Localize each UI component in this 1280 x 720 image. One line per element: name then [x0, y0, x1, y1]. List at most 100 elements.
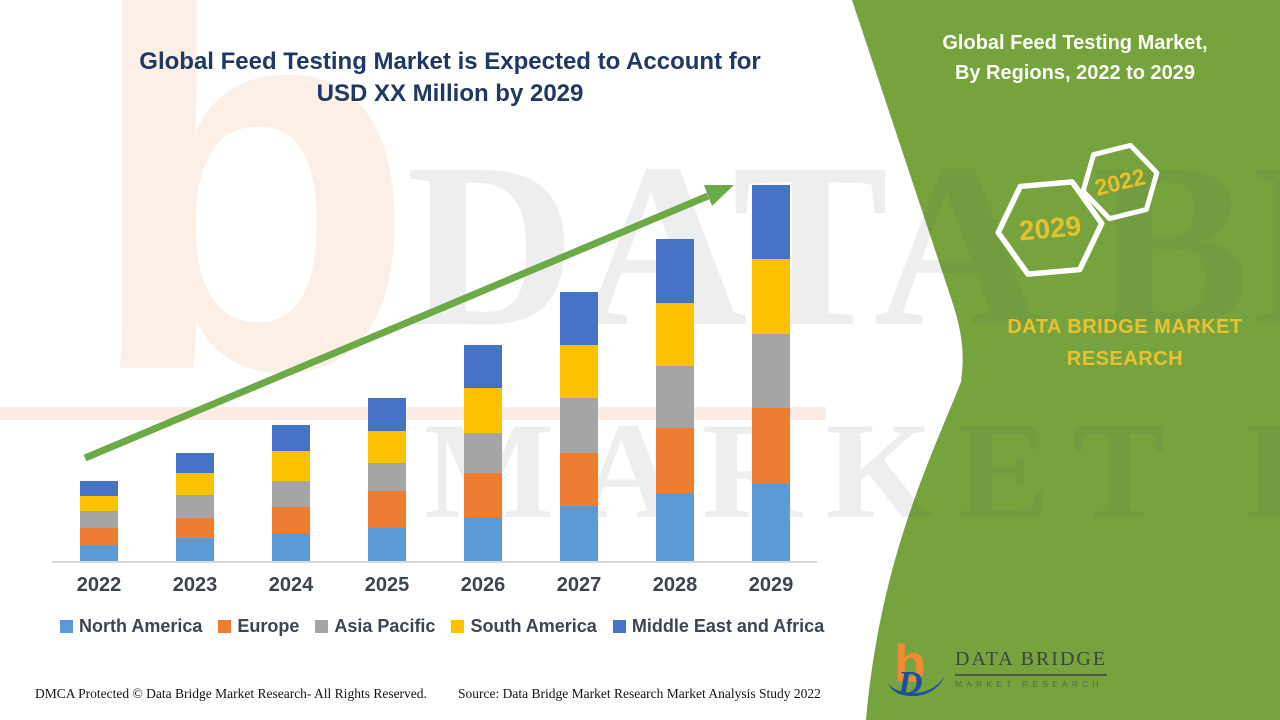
bar-segment-north-america: [752, 484, 790, 561]
legend-item-north-america: North America: [60, 616, 202, 637]
legend-label: South America: [470, 616, 597, 636]
bar-segment-europe: [272, 507, 310, 534]
chart-title-line2: USD XX Million by 2029: [316, 80, 584, 107]
legend-item-middle-east-and-africa: Middle East and Africa: [612, 616, 825, 637]
source-note: Source: Data Bridge Market Research Mark…: [458, 686, 821, 701]
brand-wordmark: DATA BRIDGE MARKET RESEARCH: [945, 311, 1280, 375]
bar-segment-north-america: [80, 545, 118, 561]
bar-segment-europe: [656, 428, 694, 493]
legend-label: Asia Pacific: [334, 616, 436, 636]
logo-text-block: DATA BRIDGE MARKET RESEARCH: [955, 648, 1108, 689]
stacked-bar-2029: [752, 185, 790, 561]
legend-item-europe: Europe: [218, 616, 299, 637]
x-axis-label-2022: 2022: [76, 574, 122, 596]
hexagon-2029-label: 2029: [1018, 210, 1083, 246]
dmca-notice: DMCA Protected © Data Bridge Market Rese…: [35, 686, 427, 701]
brand-line2: RESEARCH: [1066, 348, 1184, 370]
bar-segment-middle-east-and-africa: [656, 239, 694, 303]
bar-segment-europe: [80, 528, 118, 545]
hexagon-2029: 2029: [995, 179, 1105, 277]
side-panel-title: Global Feed Testing Market, By Regions, …: [895, 28, 1255, 88]
bar-segment-south-america: [464, 388, 502, 433]
x-axis-label-2024: 2024: [268, 574, 314, 596]
legend: North America Europe Asia Pacific South Ame…: [60, 616, 824, 637]
bar-segment-south-america: [272, 451, 310, 481]
bar-segment-south-america: [752, 259, 790, 334]
bar-segment-south-america: [176, 473, 214, 495]
bar-segment-europe: [752, 408, 790, 484]
x-axis-label-2029: 2029: [748, 574, 794, 596]
bar-segment-asia-pacific: [80, 511, 118, 528]
legend-swatch: [60, 620, 73, 633]
legend-item-south-america: South America: [451, 616, 597, 637]
legend-swatch: [315, 620, 329, 633]
stacked-bar-2025: [368, 398, 406, 561]
bar-segment-asia-pacific: [656, 366, 694, 428]
legend-swatch: [451, 620, 465, 633]
bar-segment-europe: [368, 491, 406, 528]
bar-segment-asia-pacific: [368, 463, 406, 491]
stacked-bar-2026: [464, 345, 502, 561]
bar-segment-south-america: [656, 303, 694, 366]
bar-segment-asia-pacific: [752, 334, 790, 408]
bar-segment-middle-east-and-africa: [752, 185, 790, 259]
side-panel-title-line1: Global Feed Testing Market,: [942, 32, 1208, 54]
stacked-bar-2027: [560, 292, 598, 561]
logo-d-glyph: D: [897, 665, 923, 699]
bar-segment-north-america: [656, 493, 694, 561]
logo-swoosh: [888, 676, 944, 697]
x-axis-line: [52, 561, 817, 563]
hexagon-2022-label: 2022: [1092, 163, 1148, 201]
legend-swatch: [218, 620, 232, 633]
side-panel-green-swoosh: [852, 0, 1280, 720]
bar-segment-north-america: [176, 538, 214, 561]
bar-segment-middle-east-and-africa: [560, 292, 598, 345]
legend-swatch: [612, 620, 626, 633]
bar-segment-south-america: [368, 431, 406, 463]
x-axis-label-2023: 2023: [172, 574, 218, 596]
stacked-bar-2028: [656, 239, 694, 561]
bar-segment-europe: [464, 473, 502, 518]
bar-segment-middle-east-and-africa: [464, 345, 502, 388]
bar-segment-north-america: [272, 534, 310, 561]
x-axis-label-2026: 2026: [460, 574, 506, 596]
bar-segment-asia-pacific: [560, 398, 598, 453]
bar-segment-south-america: [560, 345, 598, 398]
stacked-bar-2024: [272, 425, 310, 561]
logo-name: DATA BRIDGE: [955, 648, 1108, 676]
logo-b-glyph: b: [894, 637, 926, 693]
bar-segment-asia-pacific: [464, 433, 502, 473]
bar-segment-middle-east-and-africa: [80, 481, 118, 496]
brand-line1: DATA BRIDGE MARKET: [1007, 316, 1243, 338]
x-axis-label-2025: 2025: [364, 574, 410, 596]
year-hexagons: 2022 2029: [995, 142, 1160, 277]
side-panel-title-line2: By Regions, 2022 to 2029: [954, 62, 1196, 84]
bar-segment-south-america: [80, 496, 118, 511]
bar-segment-asia-pacific: [176, 495, 214, 518]
stacked-bar-2022: [80, 481, 118, 561]
x-axis-label-2027: 2027: [556, 574, 602, 596]
bar-segment-europe: [176, 518, 214, 538]
hexagon-2022: 2022: [1080, 142, 1160, 222]
bar-segment-north-america: [368, 528, 406, 561]
x-axis-label-2028: 2028: [652, 574, 698, 596]
legend-item-asia-pacific: Asia Pacific: [315, 616, 435, 637]
legend-label: Europe: [237, 616, 300, 636]
bar-segment-middle-east-and-africa: [368, 398, 406, 431]
data-bridge-logo: b D DATA BRIDGE MARKET RESEARCH: [886, 637, 1108, 699]
legend-label: Middle East and Africa: [631, 616, 825, 636]
chart-title: Global Feed Testing Market is Expected t…: [60, 46, 840, 110]
legend-label: North America: [79, 616, 203, 636]
bar-segment-north-america: [560, 506, 598, 561]
chart-title-line1: Global Feed Testing Market is Expected t…: [139, 48, 761, 75]
bar-segment-middle-east-and-africa: [272, 425, 310, 451]
bar-segment-middle-east-and-africa: [176, 453, 214, 473]
data-bridge-logo-icon: b D: [888, 637, 944, 699]
stacked-bar-2023: [176, 453, 214, 561]
bar-segment-asia-pacific: [272, 481, 310, 507]
bar-segment-europe: [560, 453, 598, 506]
bar-segment-north-america: [464, 518, 502, 561]
logo-subtitle: MARKET RESEARCH: [955, 678, 1103, 689]
